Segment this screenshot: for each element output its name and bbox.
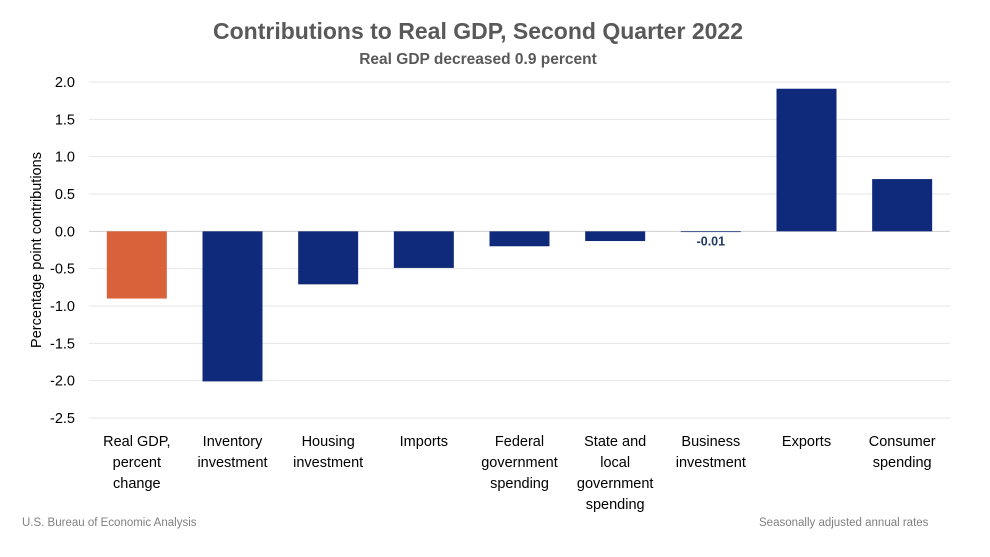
chart-subtitle: Real GDP decreased 0.9 percent — [359, 51, 597, 68]
y-tick-label: -2.0 — [50, 374, 75, 390]
category-label: spending — [490, 476, 549, 492]
category-label: Housing — [302, 434, 355, 450]
category-label: change — [113, 476, 161, 492]
x-axis-categories: Real GDP, percent change Inventory investmen… — [103, 434, 936, 513]
category-label: government — [577, 476, 654, 492]
bar — [585, 231, 646, 242]
category-label: investment — [197, 455, 267, 471]
category-label: Exports — [782, 434, 831, 450]
y-tick-label: 2.0 — [55, 75, 75, 91]
category-label: Inventory — [203, 434, 263, 450]
y-tick-label: 0.5 — [55, 187, 75, 203]
category-label: investment — [293, 455, 363, 471]
y-tick-label: -1.5 — [50, 336, 75, 352]
y-tick-label: -0.5 — [50, 262, 75, 278]
category-label: investment — [676, 455, 746, 471]
source-note: U.S. Bureau of Economic Analysis — [22, 517, 197, 529]
category-label: government — [481, 455, 558, 471]
bar — [872, 179, 933, 232]
category-label: spending — [873, 455, 932, 471]
category-label: local — [600, 455, 630, 471]
y-tick-label: 1.0 — [55, 150, 75, 166]
y-axis-label: Percentage point contributions — [29, 152, 45, 348]
rate-note: Seasonally adjusted annual rates — [759, 517, 929, 529]
y-tick-label: -2.5 — [50, 411, 75, 427]
bar — [202, 231, 263, 382]
bar — [680, 231, 741, 233]
y-tick-label: 0.0 — [55, 224, 75, 240]
category-label: Real GDP, — [103, 434, 170, 450]
category-label: Business — [681, 434, 740, 450]
category-label: spending — [586, 497, 645, 513]
category-label: State and — [584, 434, 646, 450]
y-axis-ticks: 2.0 1.5 1.0 0.5 0.0 -0.5 -1.0 -1.5 -2.0 -2.5 — [50, 75, 75, 427]
bar — [776, 88, 837, 232]
bar — [489, 231, 550, 247]
category-label: Imports — [400, 434, 448, 450]
chart-title: Contributions to Real GDP, Second Quarte… — [213, 18, 743, 44]
data-labels: -0.01 — [697, 234, 726, 248]
category-label: percent — [113, 455, 161, 471]
data-label: -0.01 — [697, 234, 726, 248]
bar — [393, 231, 454, 268]
y-tick-label: 1.5 — [55, 112, 75, 128]
y-tick-label: -1.0 — [50, 299, 75, 315]
category-label: Federal — [495, 434, 544, 450]
bar — [298, 231, 359, 285]
category-label: Consumer — [869, 434, 936, 450]
bar — [106, 231, 167, 299]
bars — [106, 88, 933, 382]
